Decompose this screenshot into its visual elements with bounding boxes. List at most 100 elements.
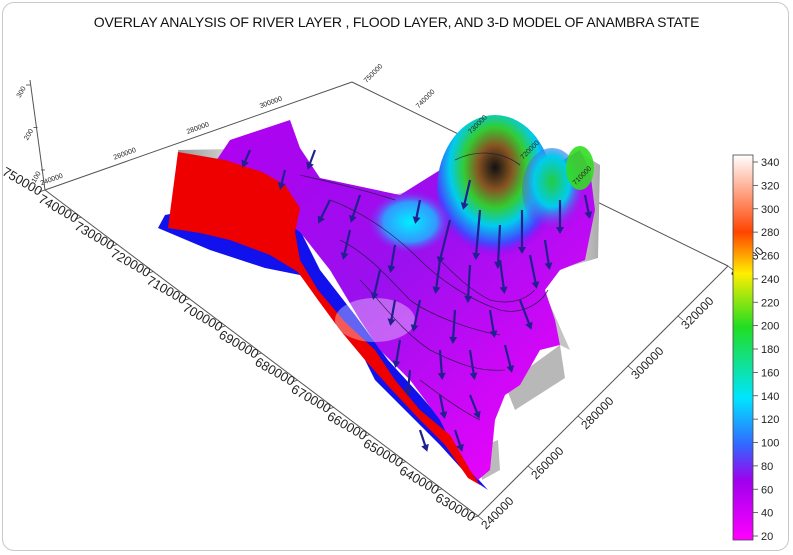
y-axis-tick-label: 700000 bbox=[180, 300, 225, 335]
y-axis-tick bbox=[471, 515, 479, 519]
flow-arrow-shaft bbox=[394, 339, 402, 365]
x-axis-tick bbox=[677, 315, 684, 321]
flow-arrow-shaft bbox=[389, 244, 397, 270]
flow-arrow-shaft bbox=[468, 349, 476, 377]
y-axis-tick bbox=[111, 243, 118, 247]
flow-arrow-head bbox=[370, 292, 379, 300]
y-axis-tick bbox=[183, 298, 190, 302]
y-axis-tick-label: 730000 bbox=[72, 218, 117, 253]
colorbar-tick-label: 140 bbox=[761, 391, 779, 403]
flow-arrow-head bbox=[340, 252, 349, 260]
flow-arrow-head bbox=[449, 336, 458, 344]
flow-arrow-head bbox=[525, 321, 533, 330]
y-axis-tick-label: 660000 bbox=[325, 408, 370, 443]
x-axis-tick-label: 300000 bbox=[628, 344, 666, 382]
x-axis-tick-label: 240000 bbox=[478, 494, 516, 532]
flow-arrow-shaft bbox=[474, 209, 482, 257]
flow-arrow-head bbox=[410, 324, 419, 332]
colorbar-tick-label: 320 bbox=[761, 180, 779, 192]
flow-arrow-shaft bbox=[406, 369, 412, 393]
flow-arrow-head bbox=[584, 211, 593, 219]
flow-arrow-head bbox=[241, 159, 249, 168]
flow-arrow-head bbox=[506, 365, 515, 373]
back-y-tick-label: 740000 bbox=[415, 89, 437, 111]
flow-arrow-head bbox=[469, 372, 478, 380]
y-axis-tick bbox=[74, 216, 82, 220]
z-axis-line bbox=[29, 79, 46, 191]
flow-arrow-head bbox=[387, 318, 396, 326]
y-axis-tick-label: 680000 bbox=[253, 354, 298, 389]
flow-arrow-head bbox=[437, 372, 446, 380]
front-x-axis-line bbox=[477, 265, 729, 517]
y-axis-tick bbox=[327, 406, 334, 410]
flow-arrow-shaft bbox=[583, 194, 591, 216]
colorbar-tick-label: 20 bbox=[761, 531, 773, 543]
colorbar-tick-label: 180 bbox=[761, 344, 779, 356]
x-axis-tick-label: 280000 bbox=[578, 394, 616, 432]
contour-lines bbox=[299, 152, 549, 421]
flow-arrow-head bbox=[460, 202, 469, 210]
contour-line bbox=[339, 239, 501, 336]
colorbar-tick-label: 260 bbox=[761, 251, 779, 263]
flow-arrow-shaft bbox=[503, 344, 513, 370]
flow-arrow-shaft bbox=[466, 264, 472, 300]
flow-arrow-head bbox=[277, 182, 286, 190]
flood-layer bbox=[168, 152, 480, 485]
terrain-peaks bbox=[335, 115, 594, 342]
flow-arrow-shaft bbox=[498, 259, 506, 291]
y-axis-tick-label: 630000 bbox=[433, 490, 478, 525]
wall-south-1 bbox=[505, 345, 565, 410]
y-axis-tick-label: 650000 bbox=[361, 436, 406, 471]
flow-arrow-head bbox=[489, 330, 498, 338]
y-axis-tick bbox=[291, 379, 298, 383]
colorbar-tick-label: 40 bbox=[761, 508, 773, 520]
flow-arrow-shaft bbox=[543, 239, 551, 267]
colorbar-scale bbox=[732, 154, 754, 541]
contour-line bbox=[439, 259, 536, 303]
y-axis-tick bbox=[399, 461, 406, 465]
contour-line bbox=[454, 152, 521, 166]
flow-arrow-shaft bbox=[434, 259, 442, 291]
y-axis-tick bbox=[38, 189, 46, 193]
flow-arrow-shaft bbox=[438, 349, 444, 377]
y-axis-tick bbox=[435, 488, 443, 492]
colorbar-tick-label: 220 bbox=[761, 297, 779, 309]
x-axis-tick bbox=[477, 515, 484, 521]
peak-green bbox=[566, 146, 594, 190]
x-axis-tick bbox=[577, 415, 584, 421]
y-axis-tick-label: 720000 bbox=[108, 245, 153, 280]
flow-arrow-shaft bbox=[319, 199, 331, 221]
y-axis-tick bbox=[363, 434, 370, 437]
z-axis-tick-label: 100 bbox=[31, 170, 43, 184]
y-axis-tick bbox=[147, 271, 154, 274]
flow-arrow-shaft bbox=[462, 179, 472, 207]
flow-arrow-shaft bbox=[488, 309, 496, 335]
flow-arrow-shaft bbox=[372, 269, 382, 297]
colorbar-tick-label: 200 bbox=[761, 321, 779, 333]
flow-arrow-head bbox=[472, 252, 481, 260]
river-layer bbox=[158, 205, 488, 490]
back-y-tick-label: 750000 bbox=[363, 63, 385, 85]
colorbar-ticks: 340 320 300 280 260 240 220 200 180 160 140 120 100 8… bbox=[753, 157, 779, 543]
colorbar-tick-label: 100 bbox=[761, 438, 779, 450]
x-axis-tick bbox=[627, 365, 634, 371]
x-axis-tick-label: 320000 bbox=[678, 294, 716, 332]
flow-arrow-head bbox=[473, 410, 481, 419]
flow-arrow-head bbox=[432, 286, 441, 294]
y-axis-tick bbox=[219, 325, 226, 329]
flow-arrows bbox=[241, 149, 593, 452]
hill-cyan bbox=[370, 192, 450, 252]
flow-arrow-shaft bbox=[451, 309, 457, 341]
chart-title: OVERLAY ANALYSIS OF RIVER LAYER , FLOOD … bbox=[93, 14, 700, 30]
flow-arrow-head bbox=[349, 214, 357, 223]
flow-arrow-head bbox=[439, 411, 448, 419]
flow-arrow-shaft bbox=[438, 394, 446, 416]
flow-arrow-shaft bbox=[414, 199, 422, 221]
flow-arrow-head bbox=[392, 360, 401, 368]
flow-arrow-head bbox=[306, 161, 314, 170]
flow-arrow-head bbox=[456, 443, 464, 452]
flow-arrow-shaft bbox=[389, 299, 397, 323]
flow-arrow-head bbox=[464, 295, 473, 303]
